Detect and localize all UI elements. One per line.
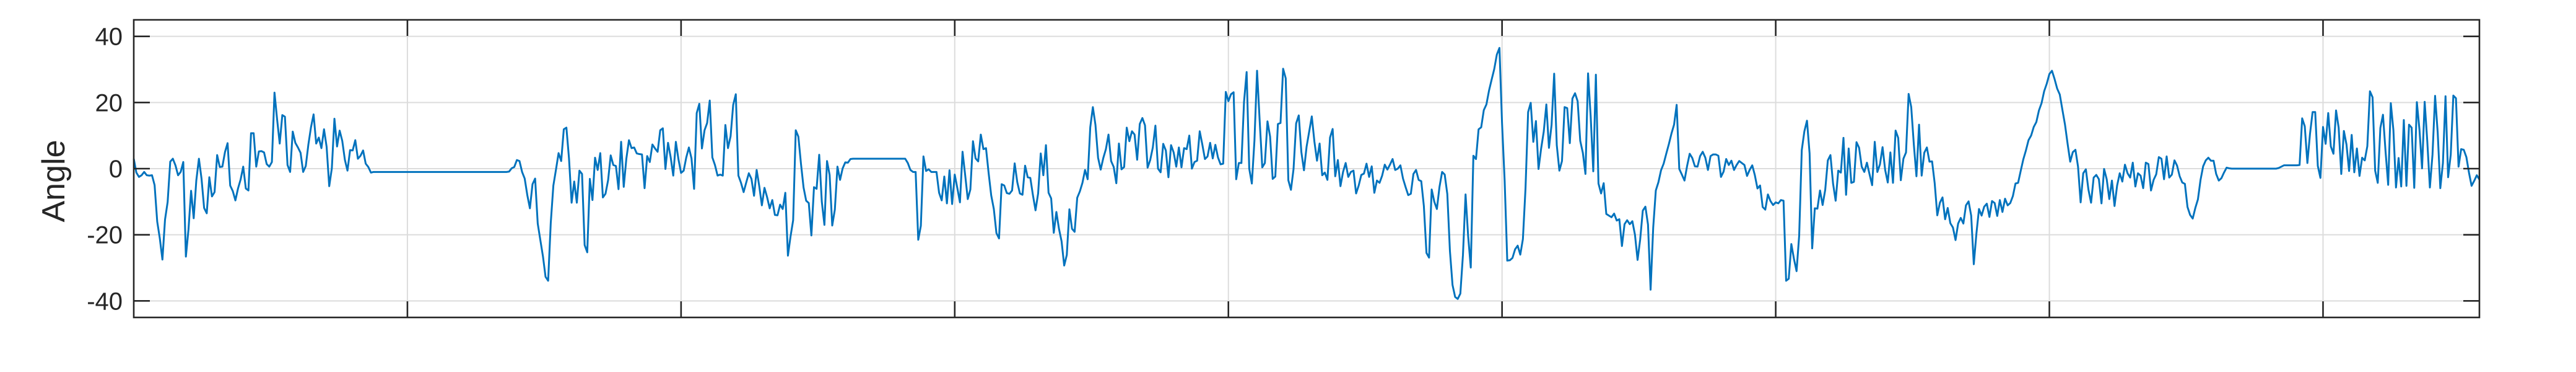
tick-marks <box>134 20 2479 317</box>
series-layer <box>133 46 2481 300</box>
y-tick-label: -40 <box>87 288 123 315</box>
series-line-angle <box>133 46 2481 300</box>
y-tick-label: 0 <box>109 156 123 183</box>
y-tick-labels: -40 -20 0 20 40 <box>87 24 123 316</box>
y-axis-label: Angle <box>36 140 72 223</box>
y-tick-label: -20 <box>87 222 123 249</box>
y-tick-label: 20 <box>95 89 123 117</box>
y-tick-label: 40 <box>95 24 123 51</box>
